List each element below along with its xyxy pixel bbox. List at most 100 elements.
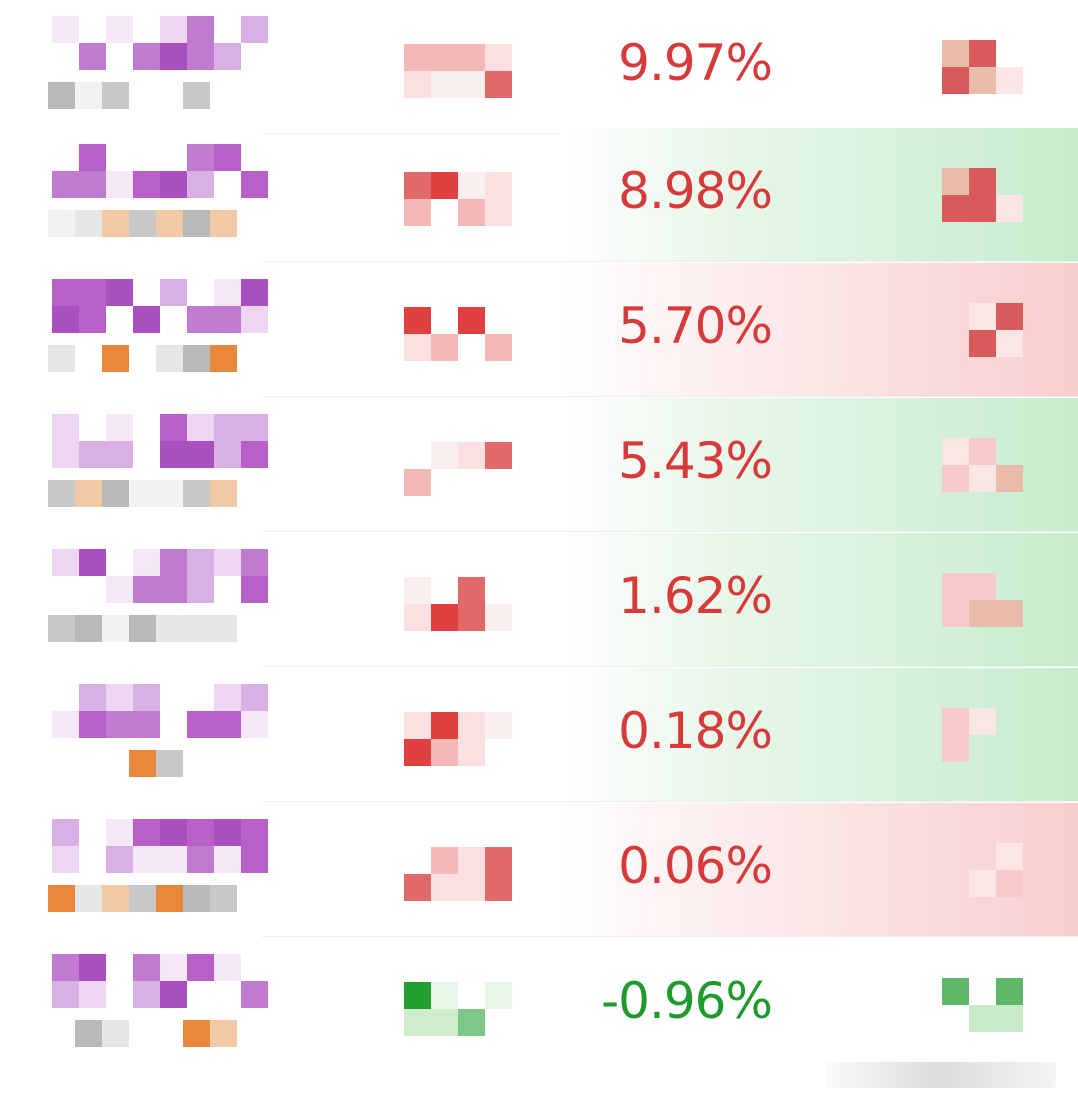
- mosaic-cell: [75, 210, 102, 237]
- mosaic-cell: [458, 172, 485, 199]
- mosaic-cell: [75, 885, 102, 912]
- mosaic-cell: [187, 414, 214, 441]
- stock-row-5[interactable]: 1.62%: [0, 533, 1078, 667]
- mosaic-cell: [431, 71, 458, 98]
- mosaic-cell: [106, 711, 133, 738]
- mosaic-cell: [969, 330, 996, 357]
- stock-row-7[interactable]: 0.06%: [0, 803, 1078, 937]
- mosaic-cell: [485, 982, 512, 1009]
- mosaic-cell: [404, 577, 431, 604]
- stock-row-1[interactable]: 9.97%: [0, 0, 1078, 134]
- mosaic-cell: [431, 604, 458, 631]
- mosaic-cell: [969, 573, 996, 600]
- tag-placeholder-icon: [48, 615, 248, 645]
- mosaic-cell: [160, 981, 187, 1008]
- mosaic-cell: [241, 576, 268, 603]
- mosaic-cell: [187, 711, 214, 738]
- mosaic-cell: [404, 172, 431, 199]
- mosaic-cell: [485, 44, 512, 71]
- stock-row-3[interactable]: 5.70%: [0, 263, 1078, 397]
- mosaic-cell: [458, 442, 485, 469]
- mosaic-cell: [431, 982, 458, 1009]
- trend-placeholder-icon: [942, 573, 1042, 633]
- mosaic-cell: [106, 684, 133, 711]
- mosaic-cell: [75, 615, 102, 642]
- mosaic-cell: [942, 600, 969, 627]
- tag-placeholder-icon: [48, 1020, 248, 1050]
- mosaic-cell: [102, 82, 129, 109]
- mini-chart-placeholder-icon: [404, 577, 514, 633]
- mosaic-cell: [79, 549, 106, 576]
- mosaic-cell: [431, 739, 458, 766]
- mosaic-cell: [79, 954, 106, 981]
- mosaic-cell: [458, 1009, 485, 1036]
- mosaic-cell: [102, 480, 129, 507]
- change-percent: 5.43%: [618, 432, 773, 490]
- mosaic-cell: [160, 819, 187, 846]
- mosaic-cell: [52, 549, 79, 576]
- mosaic-cell: [404, 44, 431, 71]
- trend-placeholder-icon: [942, 438, 1042, 498]
- trend-placeholder-icon: [942, 168, 1042, 228]
- stock-row-8[interactable]: -0.96%: [0, 938, 1078, 1072]
- change-percent: 8.98%: [618, 162, 773, 220]
- mosaic-cell: [187, 549, 214, 576]
- mosaic-cell: [160, 846, 187, 873]
- mini-chart-placeholder-icon: [404, 44, 514, 100]
- trend-placeholder-icon: [942, 303, 1042, 363]
- change-percent: 5.70%: [618, 297, 773, 355]
- mosaic-cell: [241, 16, 268, 43]
- mosaic-cell: [79, 43, 106, 70]
- mosaic-cell: [210, 480, 237, 507]
- mosaic-cell: [214, 144, 241, 171]
- mosaic-cell: [52, 306, 79, 333]
- stock-row-6[interactable]: 0.18%: [0, 668, 1078, 802]
- mosaic-cell: [187, 819, 214, 846]
- mosaic-cell: [458, 71, 485, 98]
- mosaic-cell: [48, 480, 75, 507]
- mosaic-cell: [214, 43, 241, 70]
- mosaic-cell: [75, 1020, 102, 1047]
- trend-placeholder-icon: [942, 978, 1042, 1038]
- stock-row-4[interactable]: 5.43%: [0, 398, 1078, 532]
- mosaic-cell: [485, 874, 512, 901]
- row-divider: [262, 936, 1078, 937]
- mosaic-cell: [160, 549, 187, 576]
- mosaic-cell: [210, 1020, 237, 1047]
- mosaic-cell: [404, 874, 431, 901]
- mosaic-cell: [133, 576, 160, 603]
- mosaic-cell: [241, 846, 268, 873]
- mini-chart-placeholder-icon: [404, 712, 514, 768]
- mosaic-cell: [133, 954, 160, 981]
- mosaic-cell: [996, 600, 1023, 627]
- mosaic-cell: [183, 82, 210, 109]
- mosaic-cell: [210, 885, 237, 912]
- mosaic-cell: [48, 345, 75, 372]
- row-divider: [262, 396, 1078, 397]
- mosaic-cell: [160, 16, 187, 43]
- mosaic-cell: [996, 195, 1023, 222]
- mosaic-cell: [458, 604, 485, 631]
- mosaic-cell: [52, 711, 79, 738]
- mosaic-cell: [969, 465, 996, 492]
- mosaic-cell: [431, 334, 458, 361]
- tag-placeholder-icon: [48, 750, 248, 780]
- mosaic-cell: [52, 414, 79, 441]
- mosaic-cell: [102, 1020, 129, 1047]
- mosaic-cell: [79, 684, 106, 711]
- mosaic-cell: [160, 441, 187, 468]
- mosaic-cell: [210, 615, 237, 642]
- tag-placeholder-icon: [48, 885, 248, 915]
- mosaic-cell: [187, 441, 214, 468]
- mini-chart-placeholder-icon: [404, 982, 514, 1038]
- mosaic-cell: [79, 171, 106, 198]
- mosaic-cell: [48, 885, 75, 912]
- stock-row-2[interactable]: 8.98%: [0, 128, 1078, 262]
- mosaic-cell: [214, 414, 241, 441]
- mosaic-cell: [75, 82, 102, 109]
- mosaic-cell: [79, 306, 106, 333]
- mosaic-cell: [431, 44, 458, 71]
- mosaic-cell: [404, 199, 431, 226]
- mosaic-cell: [133, 981, 160, 1008]
- mosaic-cell: [48, 615, 75, 642]
